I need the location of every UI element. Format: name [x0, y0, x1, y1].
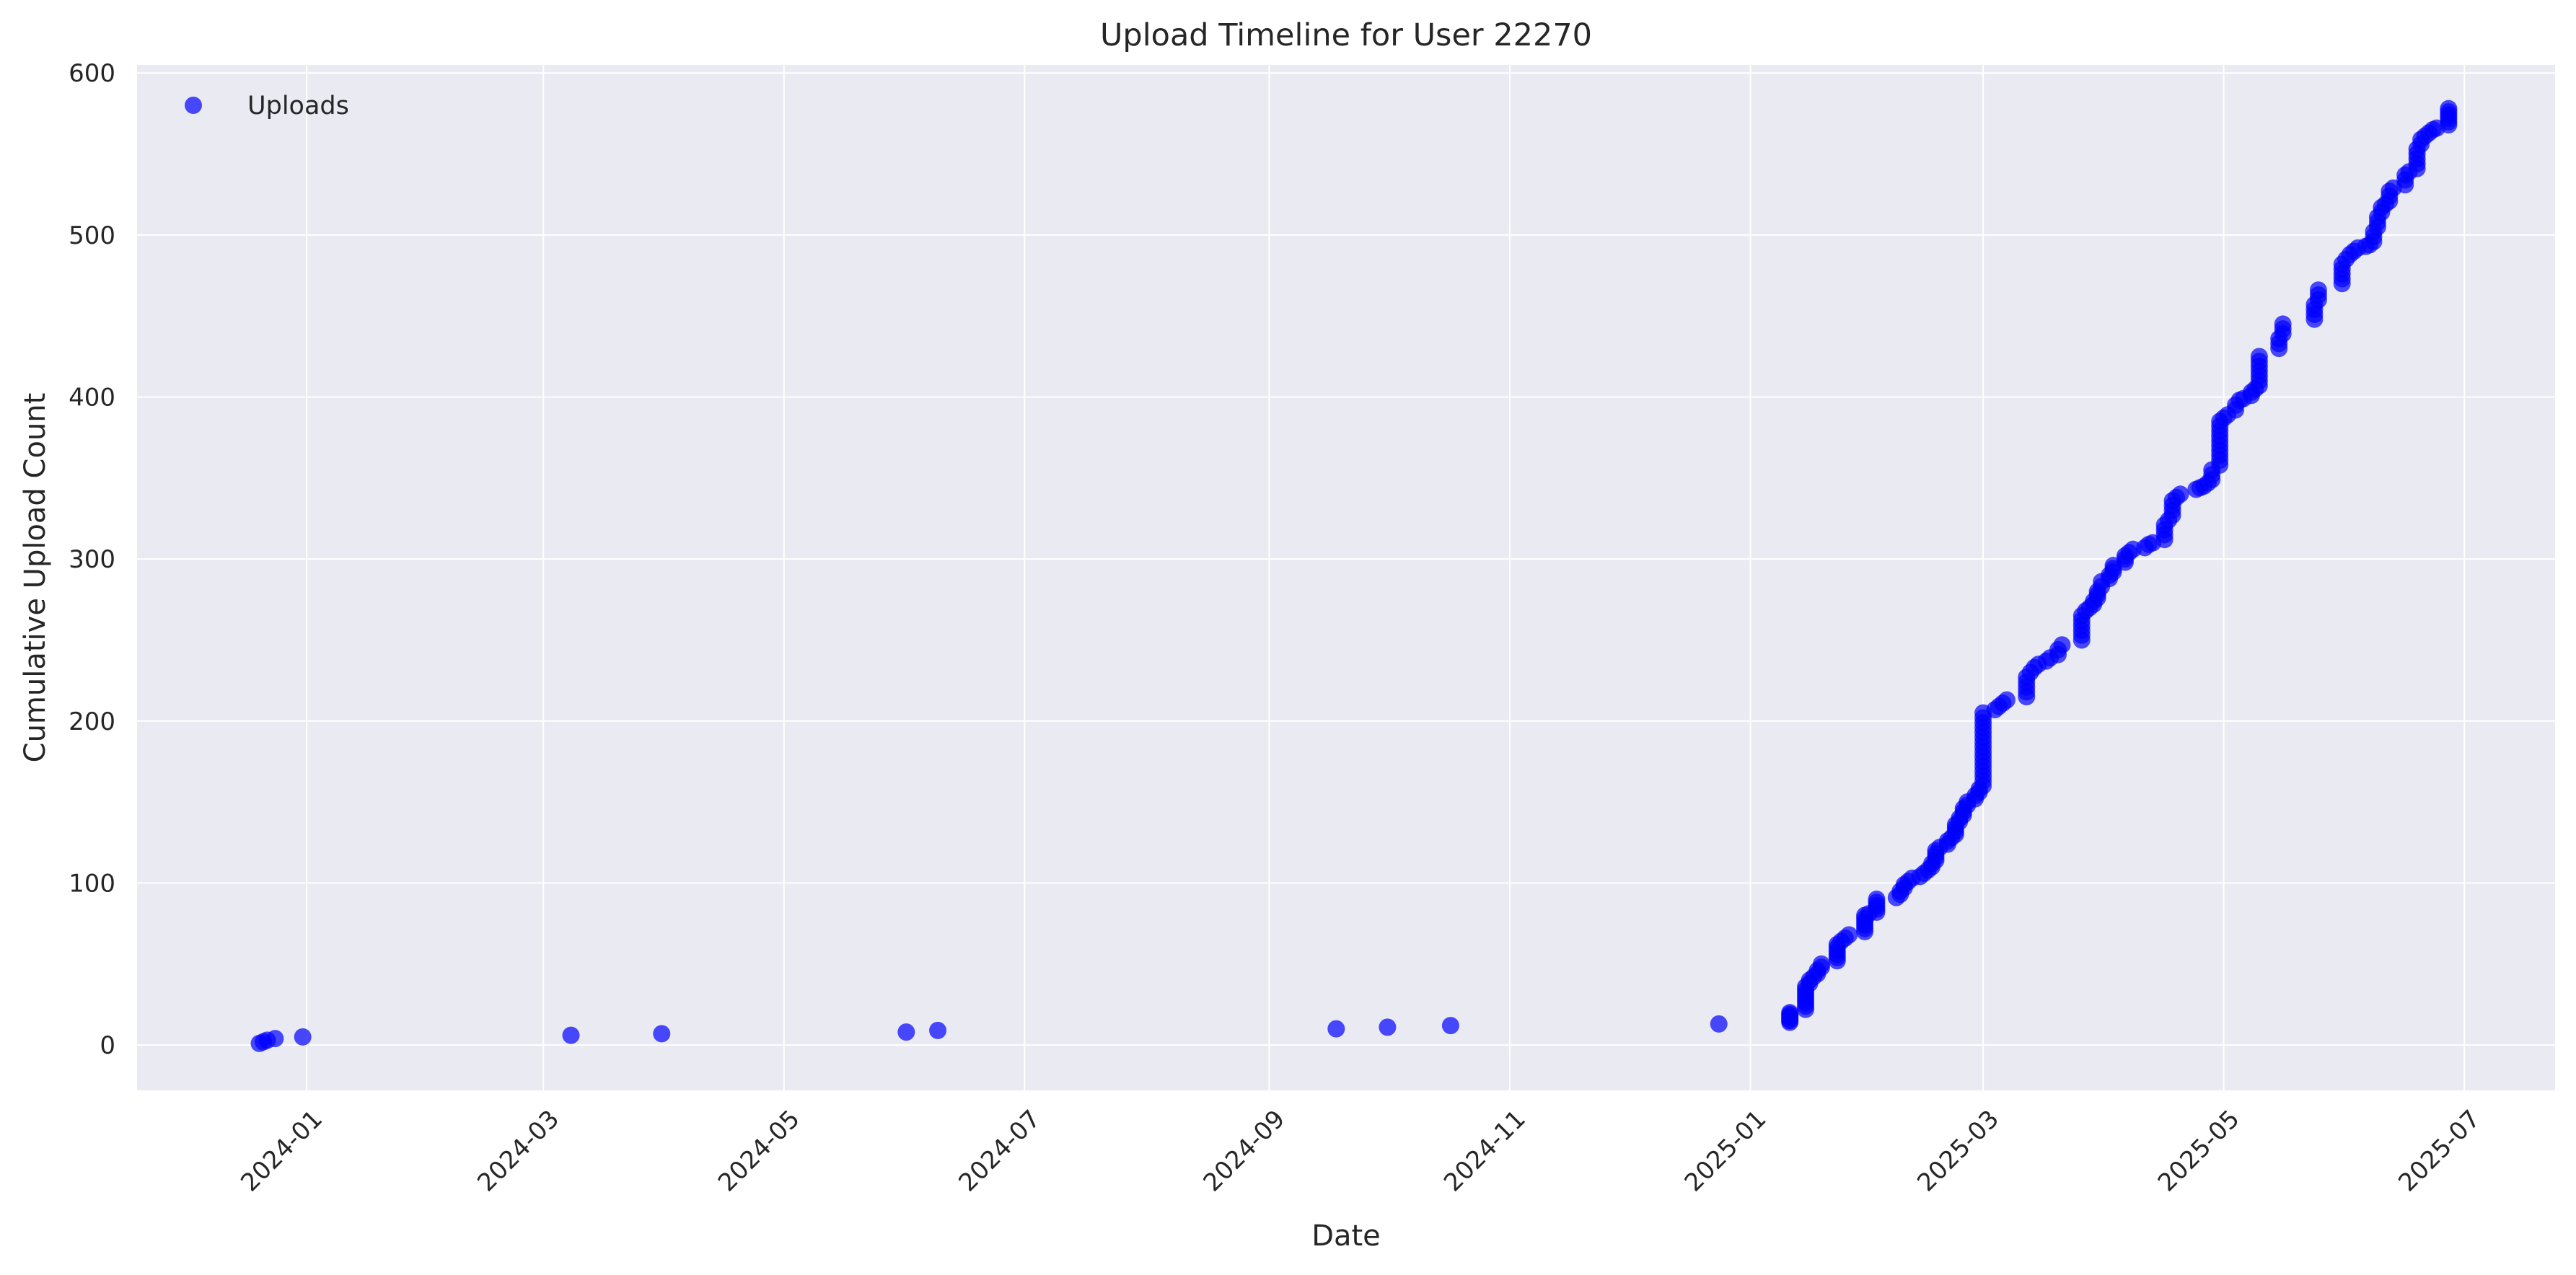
upload-point	[2171, 485, 2189, 503]
upload-point	[1379, 1018, 1397, 1036]
y-tick-label: 300	[69, 545, 115, 574]
y-axis-ticks: 0 100 200 300 400 500 600	[69, 59, 115, 1060]
upload-point	[1781, 1004, 1799, 1022]
upload-point	[1840, 926, 1858, 944]
upload-point	[562, 1026, 580, 1044]
upload-point	[2250, 348, 2268, 366]
y-tick-label: 200	[69, 707, 115, 736]
upload-point	[2440, 100, 2458, 118]
upload-point	[1441, 1017, 1459, 1035]
y-tick-label: 500	[69, 221, 115, 250]
x-axis-title: Date	[1311, 1219, 1381, 1253]
upload-point	[929, 1021, 947, 1039]
upload-point	[897, 1023, 915, 1041]
plot-area	[137, 65, 2555, 1090]
upload-point	[653, 1025, 671, 1043]
legend-label: Uploads	[247, 92, 349, 120]
y-tick-label: 100	[69, 869, 115, 898]
upload-point	[266, 1030, 284, 1048]
grid	[137, 65, 2555, 1090]
data-points	[250, 100, 2458, 1052]
chart-title: Upload Timeline for User 22270	[1100, 17, 1592, 53]
y-tick-label: 400	[69, 384, 115, 412]
legend-marker	[185, 97, 202, 114]
upload-point	[1812, 955, 1830, 973]
y-tick-label: 600	[69, 59, 115, 88]
upload-point	[1997, 691, 2015, 709]
upload-point	[1327, 1020, 1345, 1038]
y-axis-title: Cumulative Upload Count	[19, 393, 52, 763]
upload-point	[1868, 890, 1886, 908]
upload-point	[2309, 281, 2327, 299]
y-tick-label: 0	[100, 1031, 115, 1060]
upload-point	[294, 1028, 312, 1046]
upload-point	[1710, 1015, 1728, 1033]
legend: Uploads	[185, 92, 349, 120]
upload-point	[2274, 315, 2292, 333]
upload-point	[2053, 636, 2071, 654]
